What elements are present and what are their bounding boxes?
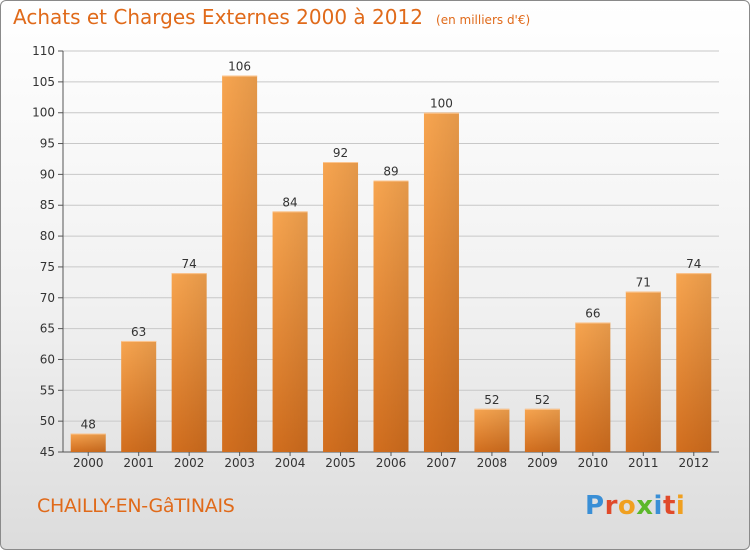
x-tick-label: 2008 bbox=[477, 456, 508, 470]
bar-shade bbox=[524, 408, 560, 452]
bar-shade bbox=[575, 322, 611, 452]
logo-letter: x bbox=[636, 491, 654, 521]
y-tick-label: 55 bbox=[40, 383, 55, 397]
bar-value-label: 74 bbox=[686, 257, 701, 271]
bar-shade bbox=[222, 75, 258, 452]
logo-letter: i bbox=[653, 491, 663, 521]
x-tick-label: 2007 bbox=[426, 456, 457, 470]
y-tick-label: 60 bbox=[40, 352, 55, 366]
y-tick-label: 50 bbox=[40, 414, 55, 428]
chart-unit: (en milliers d'€) bbox=[436, 13, 531, 27]
x-tick-label: 2011 bbox=[628, 456, 659, 470]
bar-value-label: 74 bbox=[182, 257, 197, 271]
bar-shade bbox=[272, 211, 308, 452]
chart-title: Achats et Charges Externes 2000 à 2012 bbox=[13, 5, 423, 29]
bar-value-label: 106 bbox=[228, 60, 251, 74]
x-tick-label: 2001 bbox=[123, 456, 154, 470]
y-tick-label: 110 bbox=[32, 44, 55, 58]
y-tick-label: 80 bbox=[40, 229, 55, 243]
proxiti-logo: Proxiti bbox=[585, 491, 685, 521]
bar-value-label: 92 bbox=[333, 146, 348, 160]
bars bbox=[70, 75, 712, 453]
bar-value-label: 52 bbox=[484, 393, 499, 407]
logo-letter: i bbox=[675, 491, 686, 521]
bar-shade bbox=[171, 273, 207, 452]
x-tick-label: 2003 bbox=[224, 456, 255, 470]
bar-shade bbox=[373, 180, 409, 453]
bar-shade bbox=[474, 408, 510, 452]
logo-letter: o bbox=[617, 491, 637, 521]
bar-value-label: 84 bbox=[282, 195, 297, 209]
x-tick-label: 2005 bbox=[325, 456, 356, 470]
y-tick-label: 90 bbox=[40, 167, 55, 181]
y-tick-label: 95 bbox=[40, 137, 55, 151]
y-tick-label: 75 bbox=[40, 260, 55, 274]
bar-shade bbox=[121, 340, 157, 452]
bar-value-label: 63 bbox=[131, 325, 146, 339]
bar-value-label: 52 bbox=[535, 393, 550, 407]
x-tick-label: 2012 bbox=[678, 456, 709, 470]
x-tick-label: 2004 bbox=[275, 456, 306, 470]
y-tick-label: 100 bbox=[32, 106, 55, 120]
y-tick-label: 65 bbox=[40, 322, 55, 336]
x-tick-label: 2010 bbox=[578, 456, 609, 470]
x-tick-label: 2002 bbox=[174, 456, 205, 470]
bar-shade bbox=[423, 112, 459, 452]
y-tick-label: 85 bbox=[40, 198, 55, 212]
x-tick-label: 2009 bbox=[527, 456, 558, 470]
bar-shade bbox=[323, 162, 359, 453]
logo-letter: r bbox=[604, 491, 618, 521]
y-tick-label: 70 bbox=[40, 291, 55, 305]
logo-letter: t bbox=[662, 491, 676, 521]
bar-value-label: 71 bbox=[636, 276, 651, 290]
labels: 45 50 55 60 65 70 75 80 85 90 95 100 105 110 48 2000 63 2… bbox=[32, 44, 709, 470]
bar-value-label: 48 bbox=[81, 417, 96, 431]
y-tick-label: 105 bbox=[32, 75, 55, 89]
x-tick-label: 2000 bbox=[73, 456, 104, 470]
bar-value-label: 89 bbox=[383, 165, 398, 179]
logo-letter: P bbox=[585, 491, 605, 521]
chart-title-block: Achats et Charges Externes 2000 à 2012 (… bbox=[13, 5, 530, 29]
x-tick-label: 2006 bbox=[376, 456, 407, 470]
y-tick-label: 45 bbox=[40, 445, 55, 459]
commune-name: CHAILLY-EN-GâTINAIS bbox=[37, 495, 235, 517]
bar-shade bbox=[70, 433, 106, 452]
bar-value-label: 100 bbox=[430, 97, 453, 111]
bar-shade bbox=[676, 273, 712, 452]
bar-value-label: 66 bbox=[585, 306, 600, 320]
bar-shade bbox=[625, 291, 661, 452]
